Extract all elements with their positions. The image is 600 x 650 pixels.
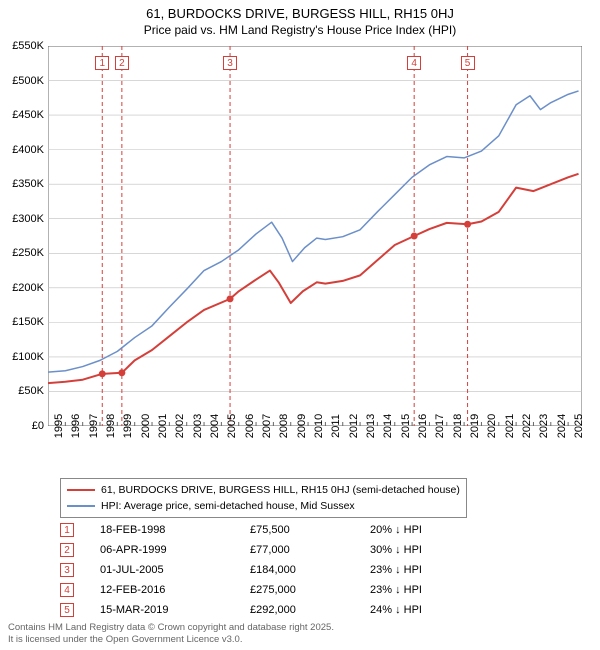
- y-tick-label: £400K: [12, 144, 48, 156]
- event-date: 12-FEB-2016: [100, 584, 250, 596]
- event-marker: 4: [407, 56, 421, 70]
- chart-svg: [48, 46, 582, 426]
- footer-line-1: Contains HM Land Registry data © Crown c…: [8, 622, 334, 634]
- event-price: £292,000: [250, 604, 370, 616]
- event-price: £75,500: [250, 524, 370, 536]
- events-table-row: 5 15-MAR-2019£292,00024% ↓ HPI: [60, 600, 490, 620]
- event-marker-small: 1: [60, 523, 74, 537]
- chart-plot-area: £0£50K£100K£150K£200K£250K£300K£350K£400…: [48, 46, 582, 426]
- event-marker: 2: [115, 56, 129, 70]
- y-tick-label: £200K: [12, 282, 48, 294]
- events-table-row: 4 12-FEB-2016£275,00023% ↓ HPI: [60, 580, 490, 600]
- y-tick-label: £350K: [12, 178, 48, 190]
- y-tick-label: £50K: [18, 385, 48, 397]
- footer-line-2: It is licensed under the Open Government…: [8, 634, 334, 646]
- y-tick-label: £300K: [12, 213, 48, 225]
- events-table-row: 1 18-FEB-1998£75,50020% ↓ HPI: [60, 520, 490, 540]
- y-tick-label: £250K: [12, 247, 48, 259]
- events-table-row: 3 01-JUL-2005£184,00023% ↓ HPI: [60, 560, 490, 580]
- event-marker-small: 5: [60, 603, 74, 617]
- event-marker: 5: [461, 56, 475, 70]
- y-tick-label: £550K: [12, 40, 48, 52]
- event-marker-small: 4: [60, 583, 74, 597]
- events-table-row: 2 06-APR-1999£77,00030% ↓ HPI: [60, 540, 490, 560]
- legend-swatch-price-paid: [67, 489, 95, 491]
- events-table: 1 18-FEB-1998£75,50020% ↓ HPI 2 06-APR-1999…: [60, 520, 490, 620]
- y-tick-label: £100K: [12, 351, 48, 363]
- x-tick-label: 2025: [551, 414, 585, 438]
- event-date: 18-FEB-1998: [100, 524, 250, 536]
- event-diff: 20% ↓ HPI: [370, 524, 490, 536]
- event-diff: 23% ↓ HPI: [370, 584, 490, 596]
- event-marker-small: 2: [60, 543, 74, 557]
- title-block: 61, BURDOCKS DRIVE, BURGESS HILL, RH15 0…: [0, 0, 600, 37]
- event-marker: 1: [95, 56, 109, 70]
- title-line-2: Price paid vs. HM Land Registry's House …: [0, 23, 600, 37]
- event-diff: 24% ↓ HPI: [370, 604, 490, 616]
- legend-label-price-paid: 61, BURDOCKS DRIVE, BURGESS HILL, RH15 0…: [101, 482, 460, 498]
- event-date: 15-MAR-2019: [100, 604, 250, 616]
- y-tick-label: £150K: [12, 316, 48, 328]
- event-price: £275,000: [250, 584, 370, 596]
- event-marker-small: 3: [60, 563, 74, 577]
- event-price: £77,000: [250, 544, 370, 556]
- event-price: £184,000: [250, 564, 370, 576]
- title-line-1: 61, BURDOCKS DRIVE, BURGESS HILL, RH15 0…: [0, 6, 600, 21]
- legend: 61, BURDOCKS DRIVE, BURGESS HILL, RH15 0…: [60, 478, 467, 518]
- chart-container: 61, BURDOCKS DRIVE, BURGESS HILL, RH15 0…: [0, 0, 600, 650]
- y-tick-label: £500K: [12, 75, 48, 87]
- event-marker: 3: [223, 56, 237, 70]
- event-date: 01-JUL-2005: [100, 564, 250, 576]
- legend-swatch-hpi: [67, 505, 95, 507]
- legend-row-price-paid: 61, BURDOCKS DRIVE, BURGESS HILL, RH15 0…: [67, 482, 460, 498]
- y-tick-label: £450K: [12, 109, 48, 121]
- footer-attribution: Contains HM Land Registry data © Crown c…: [8, 622, 334, 646]
- legend-row-hpi: HPI: Average price, semi-detached house,…: [67, 498, 460, 514]
- event-diff: 30% ↓ HPI: [370, 544, 490, 556]
- event-date: 06-APR-1999: [100, 544, 250, 556]
- event-diff: 23% ↓ HPI: [370, 564, 490, 576]
- legend-label-hpi: HPI: Average price, semi-detached house,…: [101, 498, 355, 514]
